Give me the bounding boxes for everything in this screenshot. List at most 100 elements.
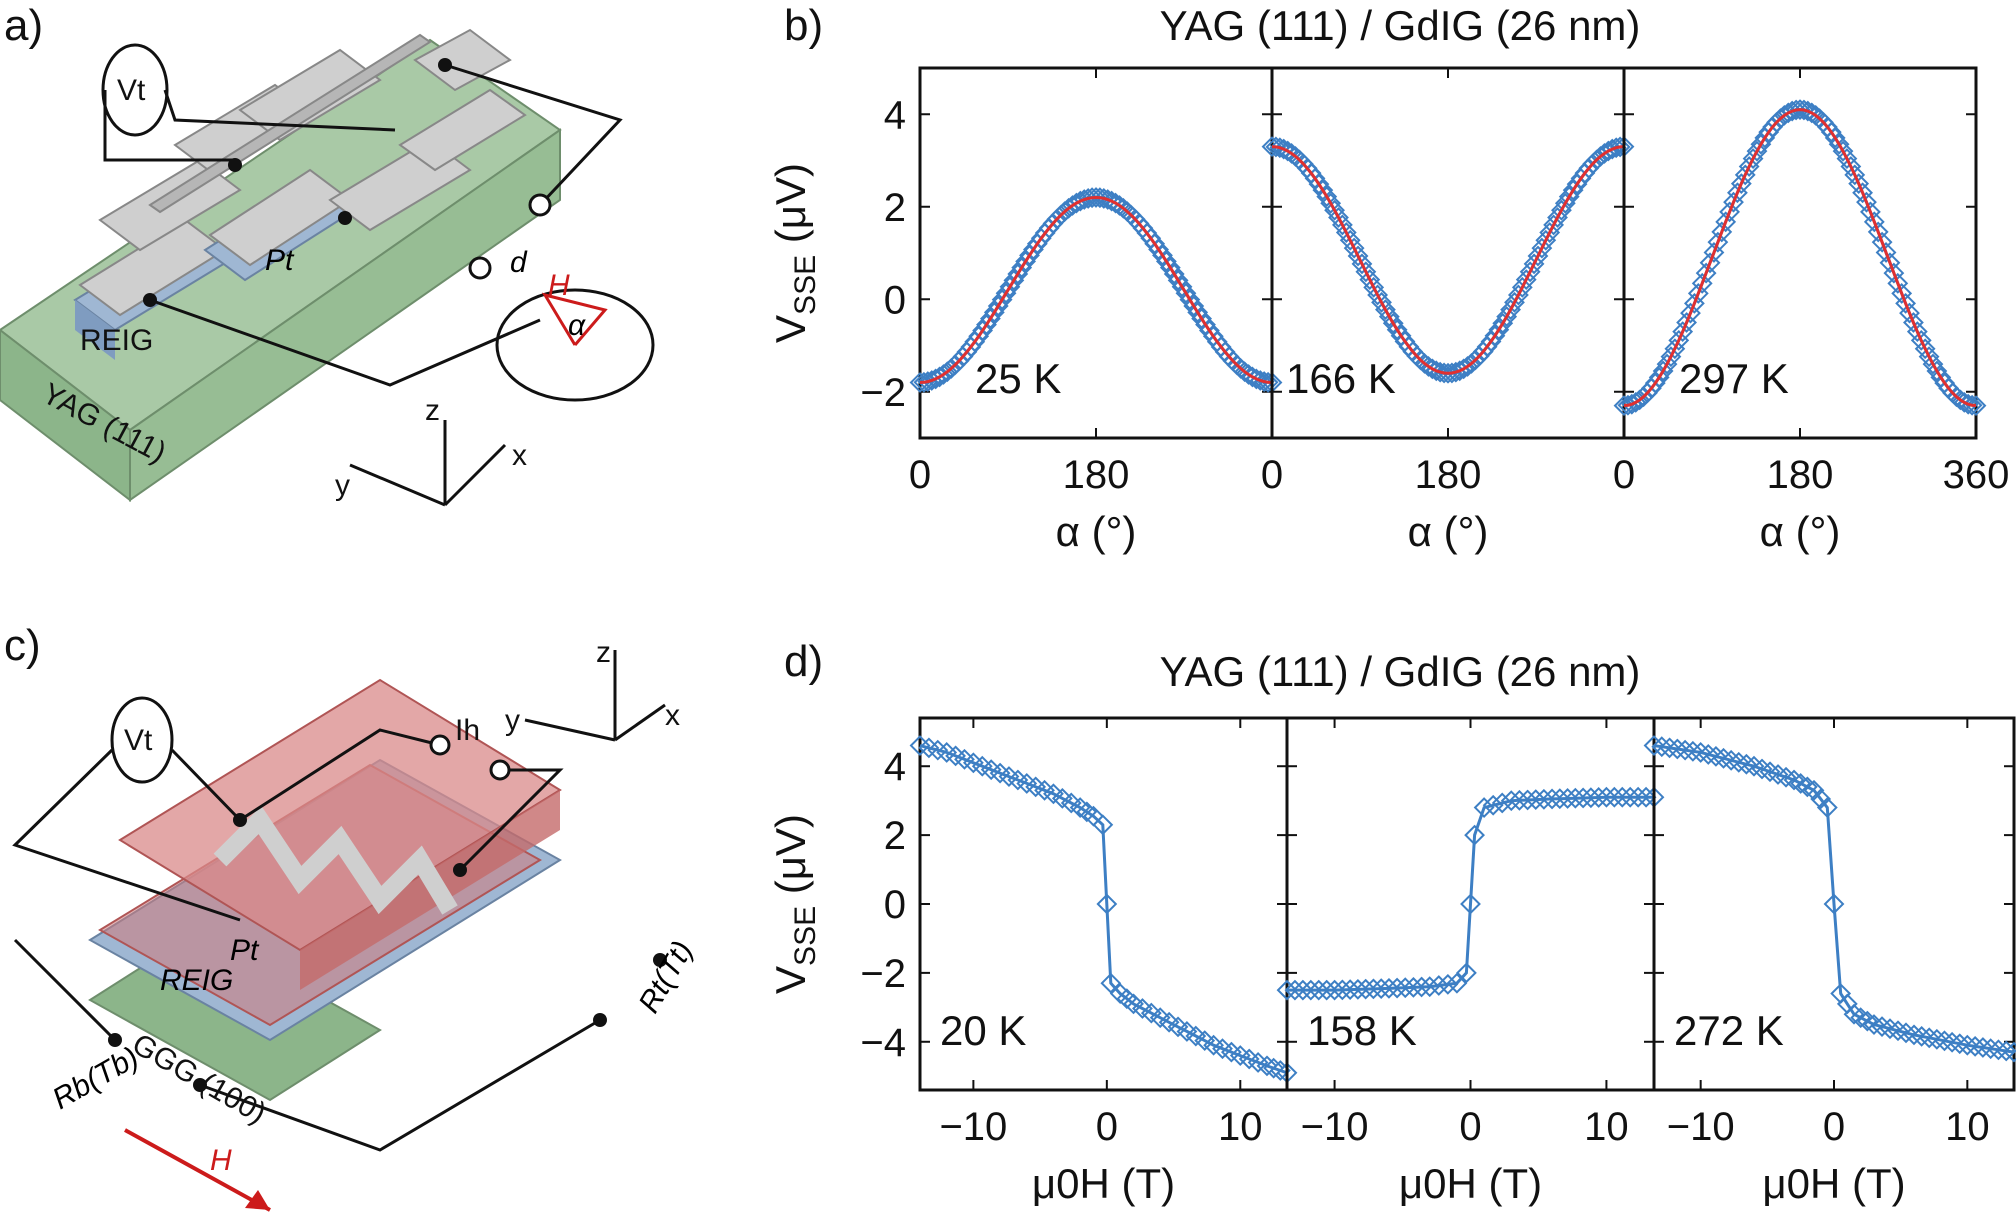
data-point	[1367, 284, 1389, 306]
chart-d-subplot-20k: −4 −2 0 2 4 −10 0 10 μ0H (T) 20 K	[860, 716, 1298, 1207]
data-point	[1903, 312, 1924, 333]
data-point	[968, 325, 990, 347]
data-point	[1554, 192, 1576, 214]
data-point	[987, 295, 1009, 317]
data-point	[1256, 1055, 1278, 1077]
data-point	[1789, 99, 1811, 121]
y-tick-label: 2	[884, 186, 906, 230]
data-point	[1580, 787, 1602, 809]
data-point	[1666, 738, 1688, 760]
data-point	[1918, 1027, 1940, 1049]
data-point	[1824, 127, 1846, 149]
axis-x-a: x	[512, 439, 527, 472]
data-point	[1856, 191, 1877, 213]
pad-array	[73, 28, 527, 360]
y-axis-label: VSSE (μV)	[767, 163, 822, 343]
x-tick-label: −10	[1301, 1105, 1369, 1149]
chart-d-subplot-158k: −10 0 10 μ0H (T) 158 K	[1276, 716, 1665, 1207]
voltmeter-c	[110, 696, 174, 784]
y-tick-label: −2	[860, 952, 906, 996]
label-reig-c: REIG	[160, 964, 233, 997]
data-point	[1911, 1025, 1933, 1047]
data-point	[1965, 395, 1987, 417]
data-point	[1887, 272, 1909, 294]
label-rb: Rb(Tb)	[47, 1041, 144, 1116]
data-point	[1859, 201, 1881, 223]
data-point	[1899, 302, 1920, 324]
data-point	[1359, 269, 1381, 291]
data-point	[1914, 338, 1936, 360]
data-point	[1926, 1028, 1948, 1050]
data-point	[1331, 979, 1353, 1001]
fit-line	[919, 195, 1273, 384]
data-point	[940, 358, 962, 379]
data-point	[1832, 140, 1854, 162]
data-point	[1263, 1057, 1285, 1079]
data-point	[1370, 978, 1392, 1000]
data-point	[1046, 208, 1068, 230]
data-point	[1324, 199, 1345, 221]
data-point	[1562, 179, 1584, 201]
data-point	[1123, 993, 1144, 1015]
data-point	[1850, 1007, 1872, 1029]
x-axis-label: μ0H (T)	[1399, 1160, 1542, 1207]
chart-b-subplot-166k: 0 180 α (°) 166 K	[1261, 66, 1635, 555]
panel-label-a: a)	[4, 1, 43, 50]
data-point	[1926, 360, 1948, 382]
data-point	[1746, 140, 1768, 162]
data-point	[1155, 251, 1177, 272]
chart-b: YAG (111) / GdIG (26 nm) VSSE (μV) −2024…	[767, 2, 2009, 555]
data-point	[1158, 1011, 1180, 1033]
data-point	[1697, 743, 1719, 765]
data-point	[1790, 773, 1812, 794]
data-point	[1042, 213, 1064, 234]
temperature-label: 158 K	[1307, 1007, 1417, 1054]
data-point	[1651, 736, 1673, 758]
chart-d: YAG (111) / GdIG (26 nm) VSSE (μV) −4 −2 0…	[767, 648, 2016, 1207]
data-point	[1355, 261, 1377, 283]
data-point	[1015, 251, 1037, 272]
x-axis-label: α (°)	[1760, 508, 1841, 555]
data-point	[1324, 979, 1345, 1001]
data-point	[1304, 168, 1326, 189]
data-point	[1375, 299, 1396, 321]
data-point	[1464, 349, 1486, 371]
data-point	[1891, 283, 1913, 304]
x-axis-label: μ0H (T)	[1762, 1160, 1905, 1207]
data-point	[1371, 291, 1392, 313]
data-point	[1840, 156, 1862, 177]
x-tick-label: 10	[1584, 1105, 1629, 1149]
data-point	[1659, 737, 1680, 759]
data-point	[1783, 769, 1805, 791]
data-point	[1456, 962, 1477, 984]
data-point	[1171, 276, 1193, 298]
x-tick-label: 0	[1823, 1105, 1845, 1149]
schematic-c: Pt REIG GGG (100) Vt Ih Rt(Tt) Rb(Tb) H …	[12, 636, 699, 1212]
data-point	[1605, 137, 1627, 159]
field-arrow-c	[124, 1128, 271, 1212]
data-point	[1140, 1002, 1162, 1024]
y-tick-label: 0	[884, 278, 906, 322]
data-point	[1335, 222, 1357, 243]
data-point	[1509, 789, 1530, 811]
x-tick-label: −10	[1667, 1105, 1735, 1149]
y-tick-label: −2	[860, 371, 906, 415]
temperature-label: 272 K	[1674, 1007, 1784, 1054]
data-point	[1003, 269, 1025, 291]
data-point	[1816, 797, 1838, 818]
chart-d-ylabel: VSSE (μV)	[767, 814, 822, 994]
data-point	[1183, 295, 1205, 317]
x-tick-label: −10	[939, 1105, 1007, 1149]
data-point	[1557, 788, 1579, 809]
data-point	[1766, 112, 1787, 133]
data-point	[1261, 136, 1283, 158]
data-point	[1863, 211, 1885, 233]
data-point	[1588, 787, 1610, 808]
data-point	[1664, 338, 1686, 360]
data-point	[1351, 253, 1373, 275]
x-tick-label: 10	[1218, 1105, 1263, 1149]
temperature-label: 25 K	[975, 355, 1061, 402]
data-point	[1527, 245, 1549, 267]
data-point	[1491, 792, 1513, 814]
x-tick-label: 0	[1096, 1105, 1118, 1149]
